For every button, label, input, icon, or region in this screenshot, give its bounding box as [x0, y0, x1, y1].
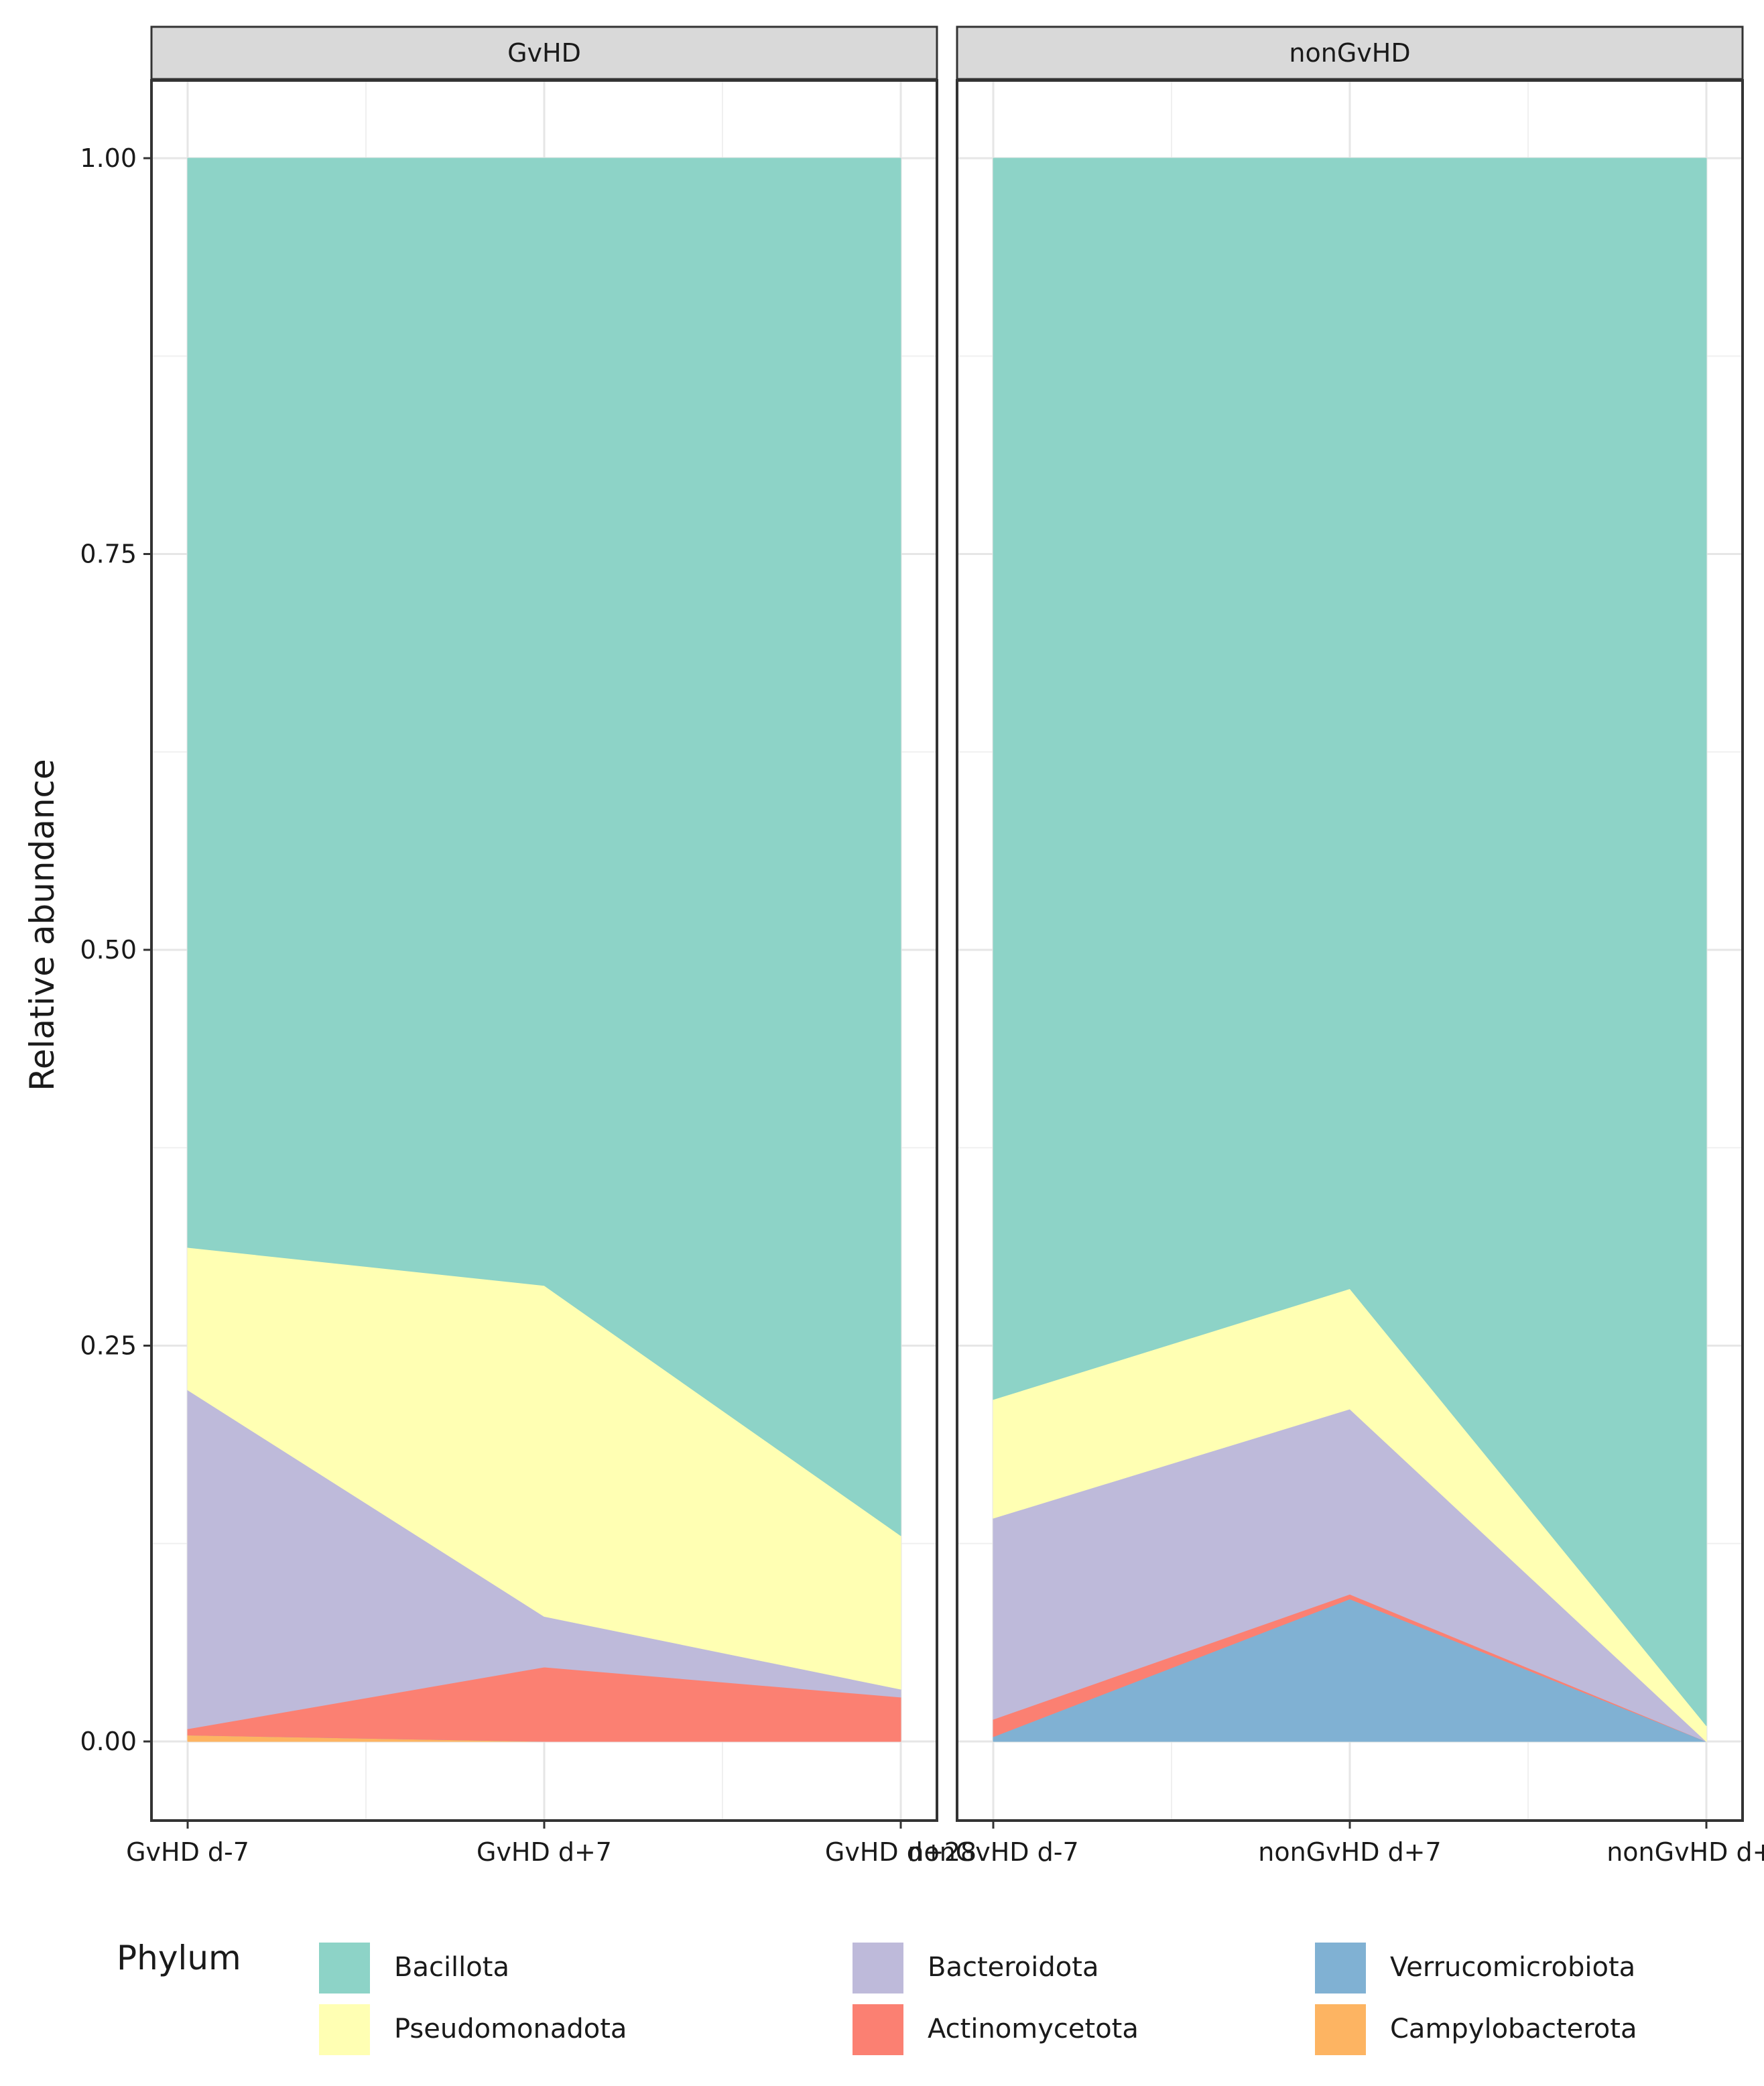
x-tick-label: GvHD d-7	[126, 1837, 249, 1867]
y-tick-label: 1.00	[80, 143, 137, 173]
legend-title: Phylum	[117, 1939, 241, 1977]
legend-key-bacillota	[319, 1943, 370, 1993]
legend-key-campylobacterota	[1315, 2004, 1366, 2055]
legend-key-actinomycetota	[853, 2004, 903, 2055]
x-tick-label: GvHD d+28	[825, 1837, 976, 1867]
facet-strip-label: nonGvHD	[1289, 38, 1410, 68]
legend-label-campylobacterota: Campylobacterota	[1390, 2014, 1637, 2044]
area-bacillota	[993, 158, 1707, 1726]
legend-label-actinomycetota: Actinomycetota	[928, 2014, 1139, 2044]
y-axis-title: Relative abundance	[23, 759, 62, 1091]
legend-key-bacteroidota	[853, 1943, 903, 1993]
x-tick-label: nonGvHD d-7	[907, 1837, 1078, 1867]
area-layers	[187, 158, 1707, 1742]
facet-strip	[956, 25, 1744, 80]
legend-label-pseudomonadota: Pseudomonadota	[394, 2014, 627, 2044]
y-tick-label: 0.50	[80, 935, 137, 965]
legend-key-pseudomonadota	[319, 2004, 370, 2055]
facet-strip	[150, 25, 938, 80]
legend-label-verrucomicrobiota: Verrucomicrobiota	[1390, 1952, 1635, 1983]
legend-label-bacteroidota: Bacteroidota	[928, 1952, 1098, 1983]
legend: Phylum Bacillota Pseudomonadota Bacteroidot…	[117, 1939, 1637, 2055]
legend-key-verrucomicrobiota	[1315, 1943, 1366, 1993]
y-tick-label: 0.00	[80, 1727, 137, 1756]
x-tick-label: nonGvHD d+28	[1606, 1837, 1764, 1867]
facet-strip-label: GvHD	[507, 38, 581, 68]
y-tick-label: 0.25	[80, 1331, 137, 1361]
x-tick-label: nonGvHD d+7	[1258, 1837, 1441, 1867]
y-tick-label: 0.75	[80, 540, 137, 569]
legend-label-bacillota: Bacillota	[394, 1952, 509, 1983]
panel-frames: GvHD GvHD d-7 GvHD d+7 GvHD d+28 nonGvHD nonG…	[80, 25, 1764, 1867]
x-tick-label: GvHD d+7	[477, 1837, 612, 1867]
area-bacillota	[187, 158, 901, 1536]
